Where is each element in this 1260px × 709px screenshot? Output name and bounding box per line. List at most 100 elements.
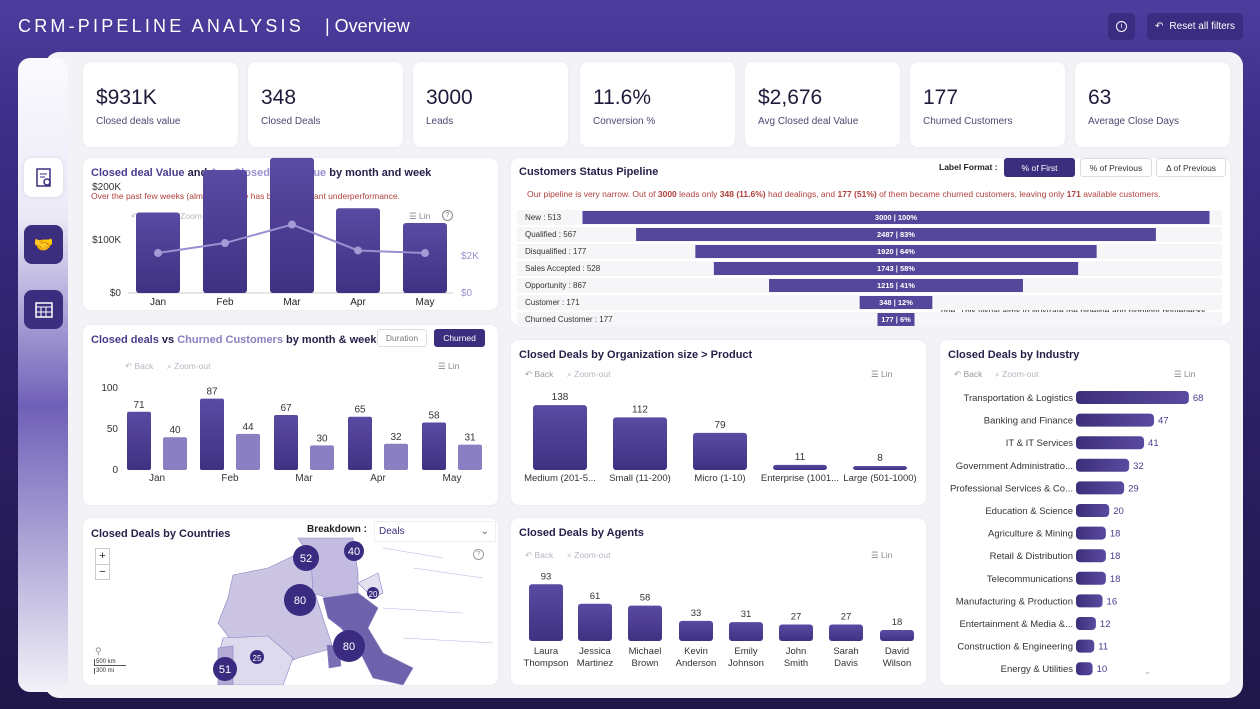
data-label: 27 (841, 612, 852, 623)
kpi-card: 63 Average Close Days (1075, 62, 1230, 147)
label-format-option[interactable]: Δ of Previous (1156, 158, 1226, 177)
scale-toggle[interactable]: ☰ Lin (871, 550, 893, 560)
value-bar (403, 223, 447, 293)
border-line (382, 547, 444, 559)
data-label: 31 (741, 609, 752, 620)
help-icon[interactable]: ? (473, 549, 484, 560)
scale-mi: 300 mi (94, 668, 125, 674)
kpi-label: Leads (426, 116, 454, 127)
agent-first-name: David (885, 646, 909, 657)
agent-bar (729, 622, 763, 641)
churn-chart: 0 50 100 71 40 Jan 87 44 Feb 67 30 Mar 65 32 Apr 58 31 Ma… (101, 383, 482, 484)
data-label: 18 (892, 617, 903, 628)
location-pin-icon: ⚲ (95, 646, 102, 656)
breakdown-dropdown[interactable]: Deals ⌄ (374, 521, 496, 542)
data-label: 71 (133, 400, 145, 411)
note-part: 177 (51%) (837, 189, 877, 199)
note-part: 171 (1066, 189, 1081, 199)
month-label: Jan (149, 473, 165, 484)
map-zoom-out-button[interactable]: − (99, 566, 106, 578)
lin-label: Lin (880, 369, 893, 379)
org-size-chart: 138 Medium (201-5... 112 Small (11-200) 79 Mi… (524, 392, 917, 484)
zoom-out-button[interactable]: ⌕ Zoom-out (995, 369, 1039, 379)
month-label: Apr (370, 473, 386, 484)
panel-title: Closed Deals by Agents (519, 527, 644, 539)
industry-panel: Closed Deals by Industry ↶ Back ⌕ Zoom-o… (940, 340, 1230, 685)
deals-bubble (333, 630, 365, 662)
lin-label: Lin (418, 211, 431, 221)
scale-toggle[interactable]: ☰ Lin (871, 369, 893, 379)
label-format-option[interactable]: % of Previous (1080, 158, 1152, 177)
europe-map[interactable]: 52 40 80 20 80 25 51 (83, 518, 498, 685)
note-part: of them became churned customers, leavin… (876, 189, 1067, 199)
back-button[interactable]: ↶ Back (525, 550, 554, 560)
zoom-out-button[interactable]: ⌕ Zoom-out (167, 361, 211, 371)
map-zoom-in-button[interactable]: + (96, 549, 109, 565)
agent-first-name: Sarah (833, 646, 858, 657)
industry-bar (1076, 549, 1106, 563)
closed-deals-bar (274, 415, 298, 470)
agent-last-name: Davis (834, 658, 858, 669)
back-button[interactable]: ↶ Back (954, 369, 983, 379)
panel-title: Closed deals vs Churned Customers by mon… (91, 334, 377, 346)
bubble-label: 52 (300, 553, 312, 565)
funnel-label: 3000 | 100% (875, 213, 917, 222)
help-icon[interactable]: ? (442, 210, 453, 221)
zoom-out-button[interactable]: ⌕ Zoom-out (567, 550, 611, 560)
kpi-value: 11.6% (593, 86, 651, 109)
industry-bar (1076, 391, 1189, 404)
kpi-label: Average Close Days (1088, 116, 1179, 127)
kpi-card: $2,676 Avg Closed deal Value (745, 62, 900, 147)
data-label: 18 (1110, 574, 1121, 585)
scale-toggle[interactable]: ☰ Lin (1174, 369, 1196, 379)
panel-title: Closed Deals by Industry (948, 349, 1080, 361)
scale-toggle[interactable]: ☰ Lin (409, 211, 431, 221)
deals-bubble (284, 584, 316, 616)
data-label: 11 (1098, 642, 1108, 653)
y-tick-label: 50 (107, 424, 119, 435)
sidebar-item-deals[interactable]: 🤝 (24, 225, 63, 264)
kpi-card: $931K Closed deals value (83, 62, 238, 147)
churned-bar (458, 444, 482, 470)
info-button[interactable]: i (1108, 13, 1135, 40)
zoom-out-button[interactable]: ⌕ Zoom-out (567, 369, 611, 379)
data-label: 16 (1107, 596, 1118, 607)
duration-button[interactable]: Duration (377, 329, 427, 347)
bubble-label: 40 (348, 546, 360, 558)
scroll-down-icon[interactable]: ⌄ (1144, 666, 1152, 676)
data-label: 32 (390, 432, 402, 443)
kpi-card: 11.6% Conversion % (580, 62, 735, 147)
industry-bar (1076, 526, 1106, 540)
title-part: Churned Customers (177, 334, 283, 346)
reset-filters-button[interactable]: ↶ Reset all filters (1147, 13, 1243, 40)
agent-bar (779, 624, 813, 641)
industry-bar (1076, 413, 1155, 427)
data-label: 30 (316, 433, 328, 444)
deals-bubble (213, 657, 237, 681)
lin-label: Lin (1183, 369, 1196, 379)
kpi-value: 348 (261, 86, 297, 109)
category-label: Medium (201-5... (524, 473, 596, 484)
org-size-bar (693, 432, 747, 470)
closed-deals-bar (127, 411, 151, 470)
sidebar-item-calendar[interactable] (24, 290, 63, 329)
agent-first-name: Michael (629, 646, 662, 657)
month-label: Mar (295, 473, 313, 484)
scale-toggle[interactable]: ☰ Lin (438, 361, 460, 371)
industry-label: Energy & Utilities (1001, 664, 1074, 675)
industry-label: Manufacturing & Production (956, 596, 1073, 607)
agent-bar (880, 630, 914, 641)
data-label: 20 (1113, 506, 1124, 517)
category-label: Large (501-1000) (843, 473, 916, 484)
back-button[interactable]: ↶ Back (525, 369, 554, 379)
label-format-option[interactable]: % of First (1004, 158, 1075, 177)
category-label: Small (11-200) (609, 473, 671, 484)
data-label: 29 (1128, 483, 1139, 494)
back-label: Back (534, 550, 554, 560)
back-button[interactable]: ↶ Back (125, 361, 154, 371)
data-label: 31 (464, 433, 476, 444)
funnel-bar (582, 211, 1210, 224)
sidebar-item-report[interactable] (24, 158, 63, 197)
churned-button[interactable]: Churned (434, 329, 485, 347)
border-line (402, 637, 494, 644)
